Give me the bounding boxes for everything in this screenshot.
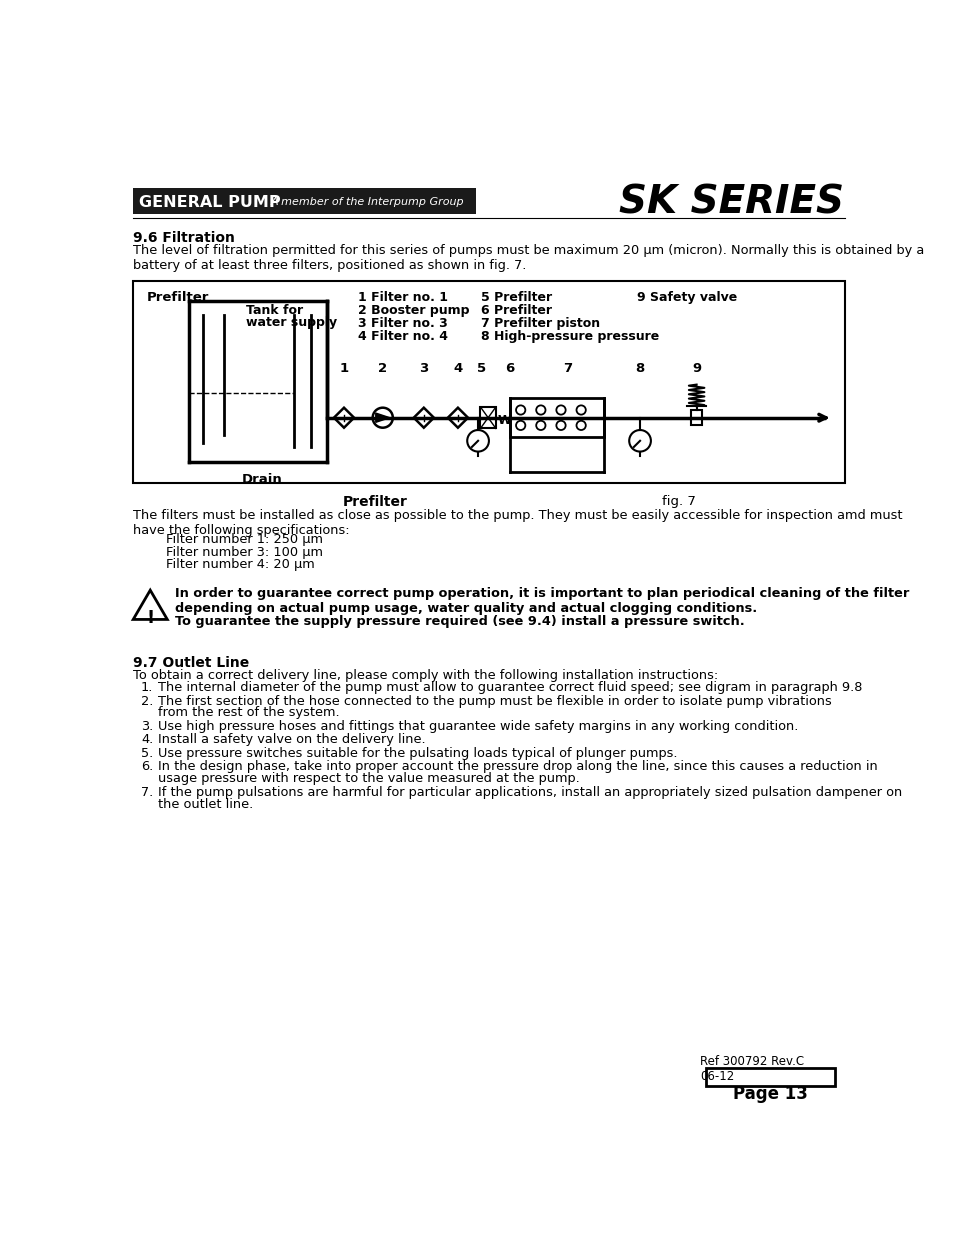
Text: 4: 4 <box>453 362 462 375</box>
Text: 1: 1 <box>339 362 348 375</box>
Text: Ref 300792 Rev.C
06-12: Ref 300792 Rev.C 06-12 <box>700 1055 803 1083</box>
Text: 6 Prefilter: 6 Prefilter <box>480 304 552 316</box>
Text: !: ! <box>146 609 154 626</box>
Text: from the rest of the system.: from the rest of the system. <box>158 706 339 720</box>
Text: GENERAL PUMP: GENERAL PUMP <box>139 195 281 210</box>
Text: 9.7 Outlet Line: 9.7 Outlet Line <box>133 656 249 671</box>
Text: 4.: 4. <box>141 734 153 746</box>
Circle shape <box>629 430 650 452</box>
Text: fig. 7: fig. 7 <box>661 495 695 508</box>
Text: The level of filtration permitted for this series of pumps must be maximum 20 μm: The level of filtration permitted for th… <box>133 243 923 272</box>
Text: 4 Filter no. 4: 4 Filter no. 4 <box>357 330 448 343</box>
Bar <box>509 399 604 437</box>
Text: 2.: 2. <box>141 694 153 708</box>
Polygon shape <box>334 408 354 427</box>
Text: Drain: Drain <box>241 473 282 487</box>
Text: usage pressure with respect to the value measured at the pump.: usage pressure with respect to the value… <box>158 772 579 785</box>
Text: 7 Prefilter piston: 7 Prefilter piston <box>480 317 599 330</box>
Text: In order to guarantee correct pump operation, it is important to plan periodical: In order to guarantee correct pump opera… <box>174 587 908 615</box>
Text: 3 Filter no. 3: 3 Filter no. 3 <box>357 317 447 330</box>
Text: Filter number 4: 20 μm: Filter number 4: 20 μm <box>166 558 314 571</box>
Circle shape <box>467 430 488 452</box>
Bar <box>705 1067 834 1086</box>
Text: water supply: water supply <box>245 316 336 329</box>
Text: the outlet line.: the outlet line. <box>158 798 253 810</box>
Text: 1.: 1. <box>141 680 153 694</box>
Text: Page 13: Page 13 <box>732 1084 807 1103</box>
Text: 2 Booster pump: 2 Booster pump <box>357 304 469 316</box>
Text: Filter number 1: 250 μm: Filter number 1: 250 μm <box>166 534 322 546</box>
Polygon shape <box>447 408 468 427</box>
Text: 2: 2 <box>377 362 387 375</box>
Text: 7.: 7. <box>141 785 153 799</box>
Text: The filters must be installed as close as possible to the pump. They must be eas: The filters must be installed as close a… <box>133 509 902 536</box>
Text: SK SERIES: SK SERIES <box>618 183 843 221</box>
Text: To guarantee the supply pressure required (see 9.4) install a pressure switch.: To guarantee the supply pressure require… <box>174 615 744 627</box>
Circle shape <box>373 408 393 427</box>
Text: 5.: 5. <box>141 747 153 760</box>
Bar <box>133 188 476 215</box>
Polygon shape <box>414 408 434 427</box>
Text: The internal diameter of the pump must allow to guarantee correct fluid speed; s: The internal diameter of the pump must a… <box>158 680 862 694</box>
Text: The first section of the hose connected to the pump must be flexible in order to: The first section of the hose connected … <box>158 694 831 708</box>
Bar <box>133 280 843 483</box>
Text: 3: 3 <box>418 362 428 375</box>
Text: 5: 5 <box>476 362 486 375</box>
Text: 8 High-pressure pressure: 8 High-pressure pressure <box>480 330 659 343</box>
Text: Use pressure switches suitable for the pulsating loads typical of plunger pumps.: Use pressure switches suitable for the p… <box>158 747 677 760</box>
Text: 9.6 Filtration: 9.6 Filtration <box>133 231 234 246</box>
Text: If the pump pulsations are harmful for particular applications, install an appro: If the pump pulsations are harmful for p… <box>158 785 902 799</box>
Text: 9 Safety valve: 9 Safety valve <box>637 290 737 304</box>
Text: Prefilter: Prefilter <box>146 290 209 304</box>
Text: W: W <box>497 414 511 427</box>
Text: Use high pressure hoses and fittings that guarantee wide safety margins in any w: Use high pressure hoses and fittings tha… <box>158 720 798 732</box>
Text: Filter number 3: 100 μm: Filter number 3: 100 μm <box>166 546 322 558</box>
Text: 7: 7 <box>562 362 571 375</box>
Bar <box>691 410 701 425</box>
Text: In the design phase, take into proper account the pressure drop along the line, : In the design phase, take into proper ac… <box>158 761 877 773</box>
Text: 6.: 6. <box>141 761 153 773</box>
Text: A member of the Interpump Group: A member of the Interpump Group <box>270 198 463 207</box>
Polygon shape <box>375 412 390 422</box>
Text: 8: 8 <box>635 362 644 375</box>
Text: Prefilter: Prefilter <box>342 495 407 509</box>
Text: Install a safety valve on the delivery line.: Install a safety valve on the delivery l… <box>158 734 425 746</box>
Text: 3.: 3. <box>141 720 153 732</box>
Text: 6: 6 <box>505 362 514 375</box>
Bar <box>480 406 496 429</box>
Text: 9: 9 <box>691 362 700 375</box>
Text: Tank for: Tank for <box>245 304 302 316</box>
Text: 1 Filter no. 1: 1 Filter no. 1 <box>357 290 448 304</box>
Text: 5 Prefilter: 5 Prefilter <box>480 290 552 304</box>
Text: To obtain a correct delivery line, please comply with the following installation: To obtain a correct delivery line, pleas… <box>133 668 718 682</box>
